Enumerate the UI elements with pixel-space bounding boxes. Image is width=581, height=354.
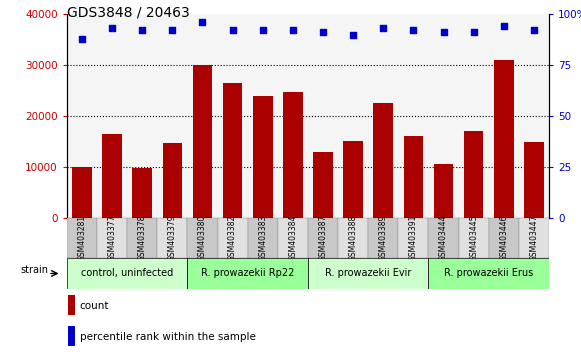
Text: GSM403379: GSM403379 (168, 215, 177, 261)
Point (77, 36, 87, 41)
Bar (283, 92, 303, 218)
Bar (253, 96, 272, 218)
Bar (464, 131, 483, 218)
Text: GSM403377: GSM403377 (107, 215, 117, 261)
Text: GSM403391: GSM403391 (409, 215, 418, 261)
Text: R. prowazekii Rp22: R. prowazekii Rp22 (201, 268, 295, 279)
Bar (248, 218, 278, 258)
Point (379, 25, 388, 31)
Point (168, 28, 177, 33)
Bar (494, 60, 514, 218)
Bar (68, 295, 76, 315)
Text: R. prowazekii Evir: R. prowazekii Evir (325, 268, 411, 279)
Bar (489, 218, 519, 258)
Bar (187, 258, 308, 289)
Text: count: count (80, 301, 109, 311)
Point (288, 28, 297, 33)
Text: GSM403382: GSM403382 (228, 215, 237, 261)
Text: GSM403445: GSM403445 (469, 215, 478, 261)
Text: GSM403383: GSM403383 (258, 215, 267, 261)
Bar (343, 141, 363, 218)
Point (258, 28, 267, 33)
Text: GSM403380: GSM403380 (198, 215, 207, 261)
Text: GSM403281: GSM403281 (77, 215, 87, 261)
Text: strain: strain (20, 266, 48, 275)
Bar (313, 152, 333, 218)
Text: percentile rank within the sample: percentile rank within the sample (80, 332, 256, 342)
Point (228, 28, 237, 33)
Bar (338, 218, 368, 258)
Bar (97, 218, 127, 258)
Bar (157, 218, 187, 258)
Bar (68, 326, 76, 346)
Bar (193, 65, 212, 218)
Text: GSM403447: GSM403447 (529, 215, 539, 261)
Point (138, 28, 147, 33)
Text: GSM403384: GSM403384 (288, 215, 297, 261)
Bar (428, 258, 549, 289)
Point (349, 32, 358, 37)
Bar (434, 164, 453, 218)
Text: GSM403444: GSM403444 (439, 215, 448, 261)
Point (499, 24, 508, 29)
Text: GSM403446: GSM403446 (499, 215, 508, 261)
Point (439, 30, 448, 35)
Point (529, 28, 539, 33)
Bar (67, 258, 187, 289)
Bar (67, 218, 97, 258)
Text: R. prowazekii Erus: R. prowazekii Erus (444, 268, 533, 279)
Bar (308, 218, 338, 258)
Text: GDS3848 / 20463: GDS3848 / 20463 (67, 5, 189, 19)
Bar (187, 218, 217, 258)
Point (318, 30, 328, 35)
Point (469, 30, 478, 35)
Bar (428, 218, 458, 258)
Point (198, 19, 207, 25)
Text: GSM403389: GSM403389 (379, 215, 388, 261)
Text: GSM403378: GSM403378 (138, 215, 146, 261)
Bar (163, 143, 182, 218)
Bar (132, 168, 152, 218)
Bar (102, 134, 122, 218)
Bar (223, 83, 242, 218)
Point (107, 25, 117, 31)
Text: GSM403387: GSM403387 (318, 215, 328, 261)
Text: GSM403388: GSM403388 (349, 215, 358, 261)
Bar (217, 218, 248, 258)
Bar (399, 218, 428, 258)
Bar (524, 142, 544, 218)
Bar (368, 218, 399, 258)
Bar (519, 218, 549, 258)
Bar (127, 218, 157, 258)
Bar (458, 218, 489, 258)
Bar (308, 258, 428, 289)
Bar (278, 218, 308, 258)
Bar (374, 103, 393, 218)
Text: control, uninfected: control, uninfected (81, 268, 173, 279)
Point (409, 28, 418, 33)
Bar (72, 167, 92, 218)
Bar (404, 136, 423, 218)
